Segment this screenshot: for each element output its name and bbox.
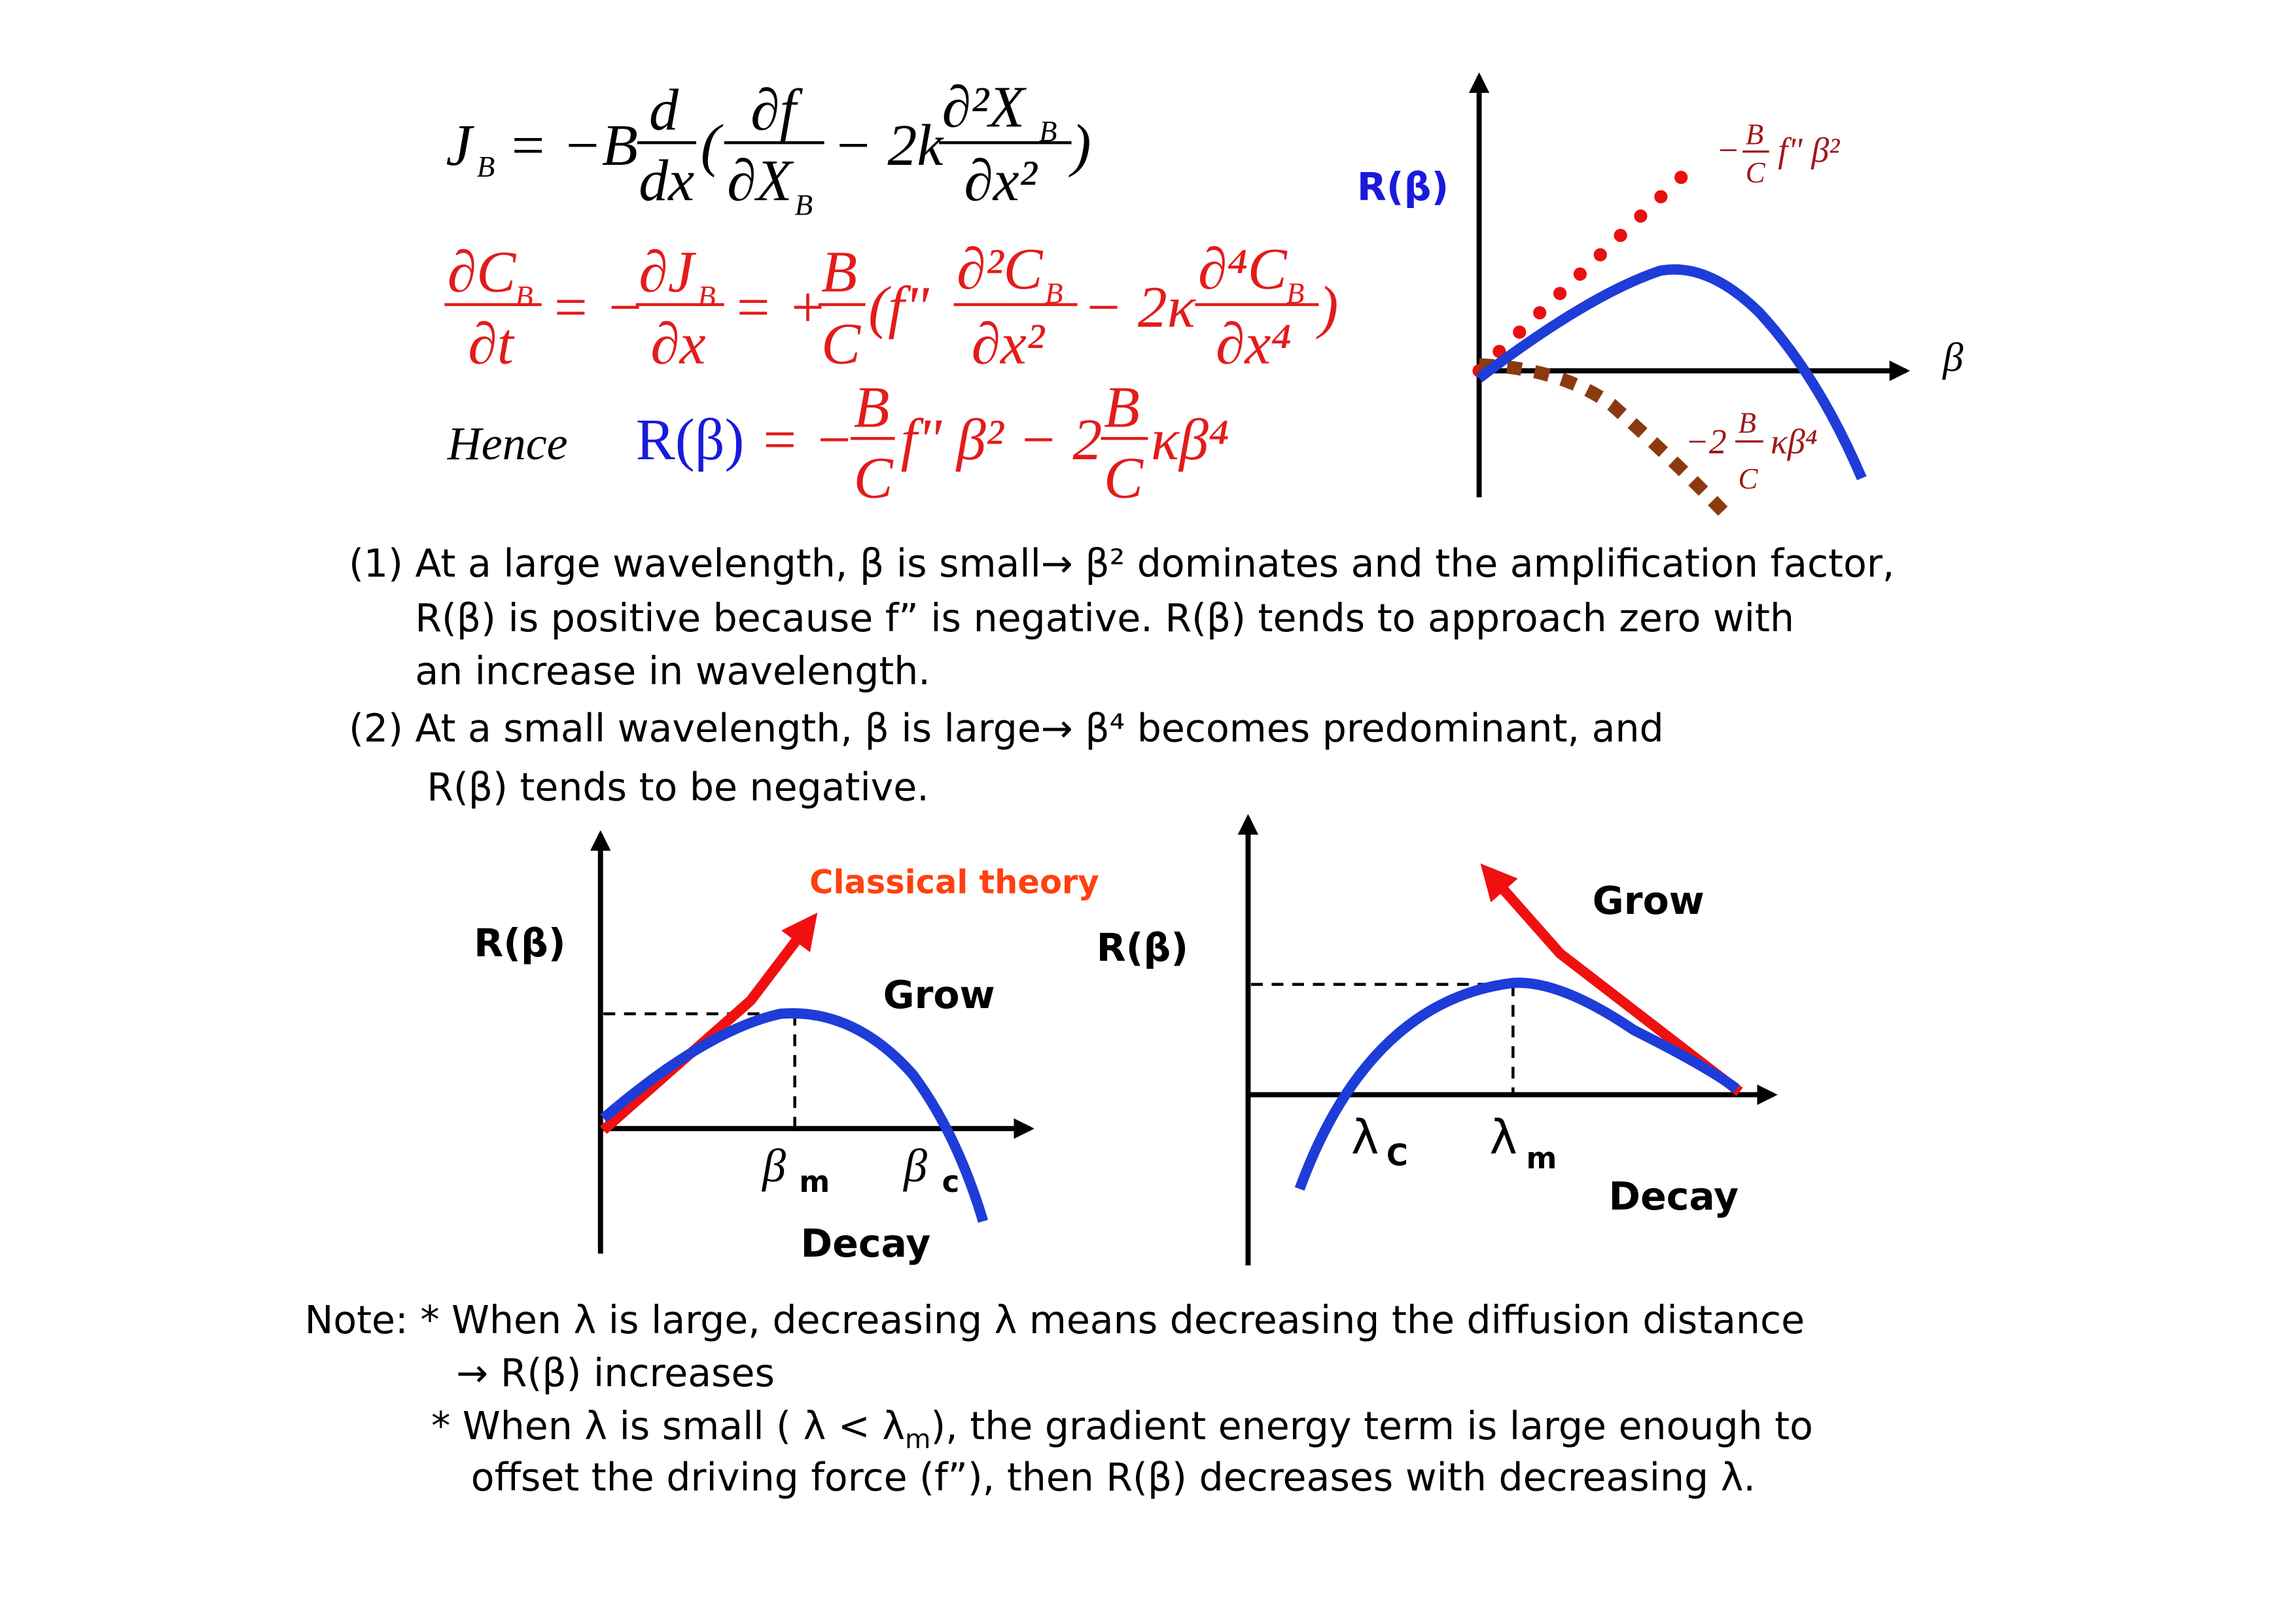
text-line: R(β) is positive because f” is negative.…	[415, 596, 1794, 640]
right-graph: R(β) Grow Decay λ C λ m	[1097, 814, 1778, 1266]
text-sub: m	[905, 1423, 930, 1454]
classical-label: Classical theory	[809, 863, 1099, 901]
eq-text: − 2k	[833, 113, 944, 178]
eq-text: B	[1104, 375, 1140, 440]
beta-m-sub: m	[799, 1164, 830, 1199]
axis-label: R(β)	[1097, 926, 1188, 970]
lambda-m: λ	[1489, 1109, 1517, 1164]
eq-text: ∂t	[468, 312, 514, 377]
hence: Hence	[447, 417, 568, 470]
beta-c-sub: c	[942, 1164, 960, 1199]
classical-arrow	[1480, 863, 1743, 1096]
grow-label: Grow	[1593, 879, 1704, 923]
eq-text: B	[821, 239, 857, 304]
eq-text: ∂²C	[957, 237, 1043, 302]
eq-text: C	[1104, 445, 1144, 510]
term-text: C	[1746, 156, 1766, 189]
eq-text: ∂f	[751, 78, 803, 143]
eq-text: )	[1069, 113, 1091, 178]
eq-text: − 2κ	[1084, 275, 1197, 340]
eq-text: ∂X	[727, 148, 794, 213]
eq-text: ∂⁴C	[1198, 237, 1288, 302]
eq-text: = +	[733, 275, 827, 340]
text-line: → R(β) increases	[456, 1351, 775, 1395]
term-text: f" β²	[1778, 130, 1840, 169]
eq-text: = −	[550, 275, 645, 340]
eq-text: ∂C	[448, 239, 516, 304]
eq-text: )	[1315, 275, 1338, 340]
term-text: B	[1738, 406, 1756, 439]
eq-text: ∂x²	[972, 312, 1046, 377]
eq-text: ∂²X	[942, 75, 1027, 139]
eq-sub: B	[477, 150, 495, 183]
decay-label: Decay	[1609, 1174, 1739, 1219]
decay-label: Decay	[801, 1221, 931, 1266]
curve-r-beta	[600, 1008, 989, 1223]
eq-text: f" β² − 2	[901, 408, 1103, 472]
curve-r-lambda	[1294, 977, 1740, 1191]
text-line: R(β) tends to be negative.	[427, 765, 929, 810]
eq-text: d	[649, 78, 679, 143]
term-text: −	[1716, 130, 1740, 169]
left-graph: R(β) Classical theory Grow Decay β m β c	[474, 830, 1099, 1266]
eq-text: C	[821, 312, 861, 377]
axis-label: β	[1941, 334, 1964, 380]
eq-text: R(β)	[636, 408, 745, 472]
eq-text: (	[701, 113, 724, 178]
annotation-term1: − B C f" β²	[1716, 118, 1840, 188]
axis-label: R(β)	[1357, 165, 1449, 209]
curve-r-beta	[1475, 264, 1867, 481]
eq-text: κβ⁴	[1151, 408, 1229, 472]
eq-text: dx	[639, 148, 694, 213]
equation-result: Hence R(β) = − B C f" β² − 2 B C κβ⁴	[447, 375, 1229, 510]
text-part: ), the gradient energy term is large eno…	[930, 1404, 1813, 1448]
axis-label: R(β)	[474, 921, 565, 966]
note: Note: * When λ is large, decreasing λ me…	[305, 1298, 1813, 1500]
top-graph: R(β) β − B C f" β² −2 B C κβ⁴	[1357, 72, 1964, 523]
term-text: C	[1738, 462, 1758, 495]
eq-sub: B	[515, 280, 533, 313]
eq-text: C	[854, 445, 894, 510]
text-line: Note: * When λ is large, decreasing λ me…	[305, 1298, 1805, 1342]
beta-c: β	[902, 1140, 927, 1192]
text-part: * When λ is small ( λ < λ	[431, 1404, 905, 1448]
eq-sub: B	[795, 188, 813, 221]
equation-flux: J B = −B d dx ( ∂f ∂X B − 2k ∂²X B ∂x² )	[446, 75, 1091, 221]
eq-sub: B	[698, 280, 715, 313]
eq-text: B	[854, 375, 890, 440]
eq-text: ∂x²	[964, 148, 1038, 213]
term-text: B	[1746, 118, 1763, 150]
eq-text: J	[446, 113, 475, 178]
text-line: offset the driving force (f”), then R(β)…	[471, 1456, 1756, 1500]
lambda-c: λ	[1351, 1109, 1379, 1164]
text-line: * When λ is small ( λ < λm), the gradien…	[431, 1404, 1813, 1454]
term-text: −2	[1686, 422, 1727, 461]
grow-label: Grow	[883, 973, 995, 1017]
annotation-term2: −2 B C κβ⁴	[1686, 406, 1818, 495]
text-line: (2) At a small wavelength, β is large→ β…	[349, 707, 1664, 751]
eq-text: ∂J	[639, 239, 696, 304]
equation-diffusion: ∂C B ∂t = − ∂J B ∂x = + B C (f" ∂²C B ∂x…	[444, 237, 1338, 377]
dotted-curve-beta4	[1479, 358, 1735, 523]
eq-text: = −	[760, 408, 854, 472]
eq-text: ∂x	[650, 312, 705, 377]
explanation: (1) At a large wavelength, β is small→ β…	[349, 542, 1894, 810]
dotted-curve-beta2	[1472, 162, 1697, 377]
text-line: (1) At a large wavelength, β is small→ β…	[349, 542, 1894, 586]
eq-text: = −B	[508, 113, 638, 178]
term-text: κβ⁴	[1771, 422, 1818, 461]
lambda-c-sub: C	[1386, 1138, 1408, 1172]
lambda-m-sub: m	[1527, 1141, 1557, 1176]
eq-text: (f"	[868, 275, 930, 340]
eq-text: ∂x⁴	[1216, 312, 1292, 377]
beta-m: β	[761, 1140, 786, 1192]
text-line: an increase in wavelength.	[415, 649, 930, 693]
